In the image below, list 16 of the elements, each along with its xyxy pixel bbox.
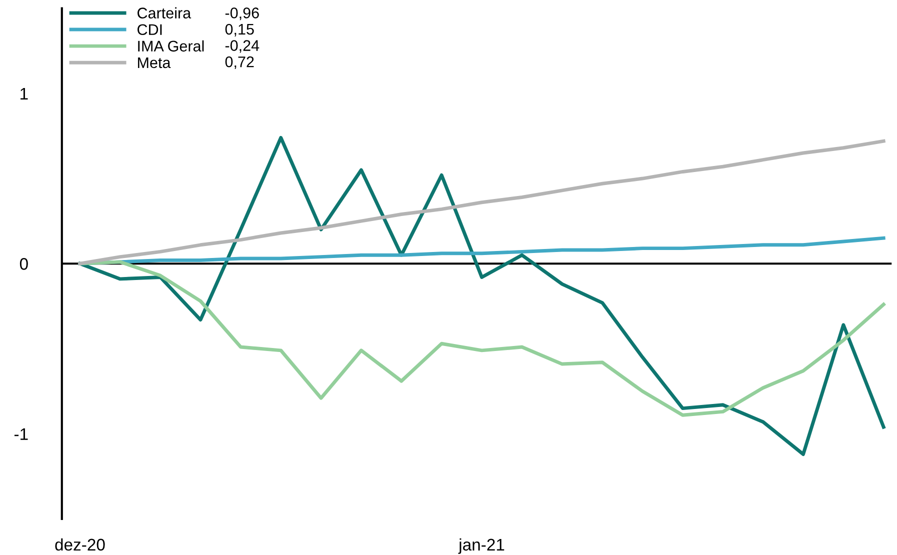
line-series <box>78 260 886 417</box>
line-series <box>78 139 886 266</box>
legend-label: CDI <box>138 24 162 36</box>
annotation: 0,72 <box>225 56 254 70</box>
x-tick-label: dez-20 <box>55 538 105 551</box>
legend-label: Carteira <box>138 7 192 18</box>
y-tick-label: -1 <box>14 428 28 440</box>
x-tick-label: jan-21 <box>458 538 504 554</box>
y-tick-label: 1 <box>20 88 28 100</box>
legend-label: Meta <box>138 57 171 68</box>
legend-label: IMA Geral <box>138 40 204 52</box>
annotation: 0,15 <box>225 24 254 36</box>
annotation: -0,96 <box>225 8 259 20</box>
annotation: -0,24 <box>225 40 260 53</box>
y-tick-label: 0 <box>20 258 28 270</box>
line-series <box>78 136 886 456</box>
